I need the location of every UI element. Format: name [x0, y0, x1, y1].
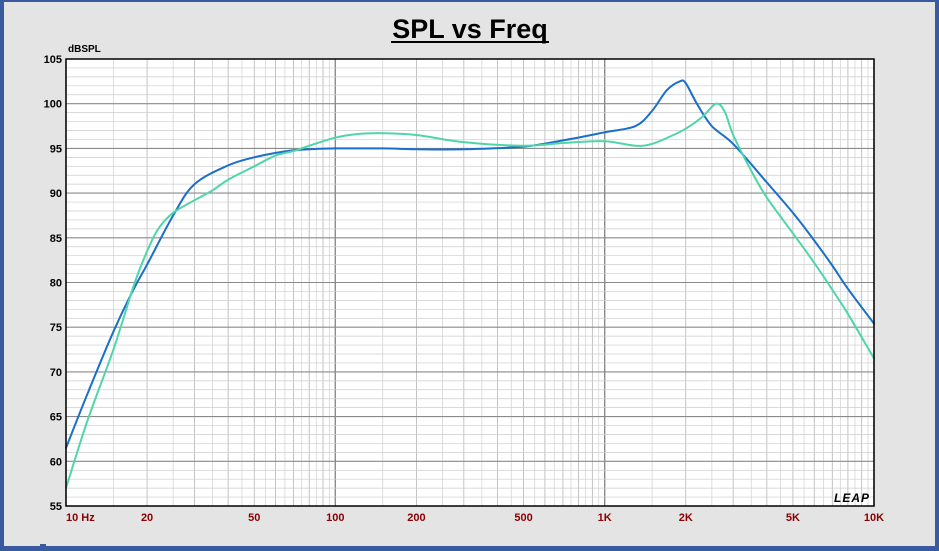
y-tick-label: 95 [50, 143, 62, 155]
series-lines [65, 79, 875, 490]
y-tick-label: 85 [50, 233, 62, 245]
x-tick-label: 5K [786, 512, 800, 524]
grid [65, 58, 875, 507]
y-tick-label: 80 [50, 278, 62, 290]
x-tick-label: 100 [326, 512, 344, 524]
x-tick-label: 10 Hz [66, 512, 95, 524]
y-tick-label: 100 [44, 99, 62, 111]
x-tick-label: 200 [407, 512, 425, 524]
y-ticks: 105 100 95 90 85 80 75 70 65 60 55 [44, 54, 62, 513]
frame-tab [40, 544, 46, 551]
y-tick-label: 70 [50, 367, 62, 379]
x-tick-label: 2K [679, 512, 693, 524]
y-tick-label: 90 [50, 188, 62, 200]
x-tick-label: 50 [248, 512, 260, 524]
x-ticks: 10 Hz 20 50 100 200 500 1K 2K 5K 10K [66, 512, 884, 524]
y-axis-label: dBSPL [68, 44, 101, 55]
x-tick-label: 10K [864, 512, 884, 524]
y-tick-label: 65 [50, 412, 62, 424]
y-tick-label: 55 [50, 501, 62, 513]
chart-title: SPL vs Freq [392, 14, 548, 44]
x-tick-label: 1K [598, 512, 612, 524]
plot-border [65, 58, 875, 507]
x-tick-label: 500 [514, 512, 532, 524]
y-tick-label: 105 [44, 54, 62, 66]
y-tick-label: 75 [50, 322, 62, 334]
x-tick-label: 20 [141, 512, 153, 524]
leap-watermark: LEAP [834, 491, 870, 505]
y-tick-label: 60 [50, 456, 62, 468]
series-line-2 [65, 102, 875, 490]
